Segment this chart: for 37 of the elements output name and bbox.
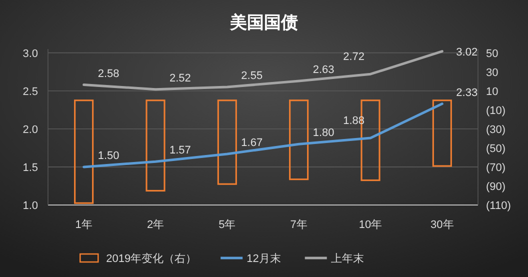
legend-label: 2019年变化（右） — [106, 252, 197, 265]
data-label: 1.67 — [241, 137, 263, 150]
legend-label: 12月末 — [246, 252, 281, 265]
y-tick-label: 1.0 — [22, 200, 38, 212]
y2-tick-label: (90) — [486, 180, 506, 193]
x-tick-label: 7年 — [290, 219, 308, 231]
y-tick-label: 2.0 — [22, 124, 38, 136]
line-series — [82, 50, 444, 91]
data-label: 2.58 — [98, 68, 120, 80]
data-label: 2.63 — [312, 64, 334, 76]
x-tick-label: 1年 — [75, 219, 92, 231]
x-tick-label: 2年 — [146, 219, 164, 231]
data-label: 1.57 — [170, 144, 191, 157]
y2-tick-label: 30 — [486, 66, 498, 79]
data-label: 2.72 — [343, 51, 364, 64]
y2-tick-label: (50) — [486, 142, 506, 155]
y2-tick-label: (30) — [486, 124, 506, 136]
line-series — [82, 102, 444, 168]
y2-tick-label: (10) — [486, 104, 506, 117]
y-tick-label: 2.5 — [22, 86, 38, 98]
data-label: 1.80 — [312, 127, 334, 140]
y2-tick-label: (110) — [486, 200, 511, 212]
data-label: 2.52 — [170, 72, 191, 84]
y-tick-label: 1.5 — [22, 162, 38, 174]
y-tick-label: 3.0 — [22, 48, 38, 60]
data-label: 2.33 — [456, 86, 478, 99]
data-label: 3.02 — [456, 46, 478, 58]
y2-tick-label: 10 — [486, 86, 498, 98]
legend-label: 上年末 — [330, 252, 364, 265]
x-tick-label: 5年 — [218, 219, 236, 231]
y2-tick-label: 50 — [486, 48, 498, 60]
y2-tick-label: (70) — [486, 162, 506, 174]
data-label: 2.55 — [241, 70, 263, 82]
data-label: 1.50 — [98, 150, 120, 162]
chart-title: 美国国债 — [229, 13, 298, 32]
x-tick-label: 30年 — [430, 219, 454, 231]
x-tick-label: 10年 — [358, 219, 382, 231]
